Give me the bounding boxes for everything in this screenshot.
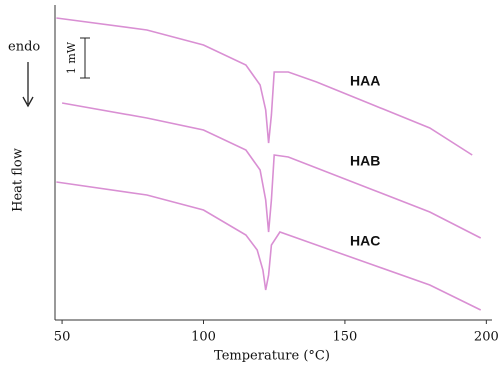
endo-arrow-head [22, 96, 34, 108]
series-label: HAC [350, 233, 380, 249]
x-tick-label: 50 [54, 330, 71, 345]
x-axis-title: Temperature (°C) [214, 349, 330, 364]
series-label: HAB [350, 153, 380, 169]
x-tick-label: 150 [333, 330, 358, 345]
endo-label: endo [8, 40, 40, 55]
scale-label: 1 mW [65, 41, 78, 74]
x-tick-label: 100 [191, 330, 216, 345]
curve [56, 17, 473, 156]
x-tick-label: 200 [474, 330, 499, 345]
y-axis-title: Heat flow [11, 148, 26, 212]
curve [61, 102, 482, 239]
series-label: HAA [350, 73, 380, 89]
curve [56, 181, 482, 311]
